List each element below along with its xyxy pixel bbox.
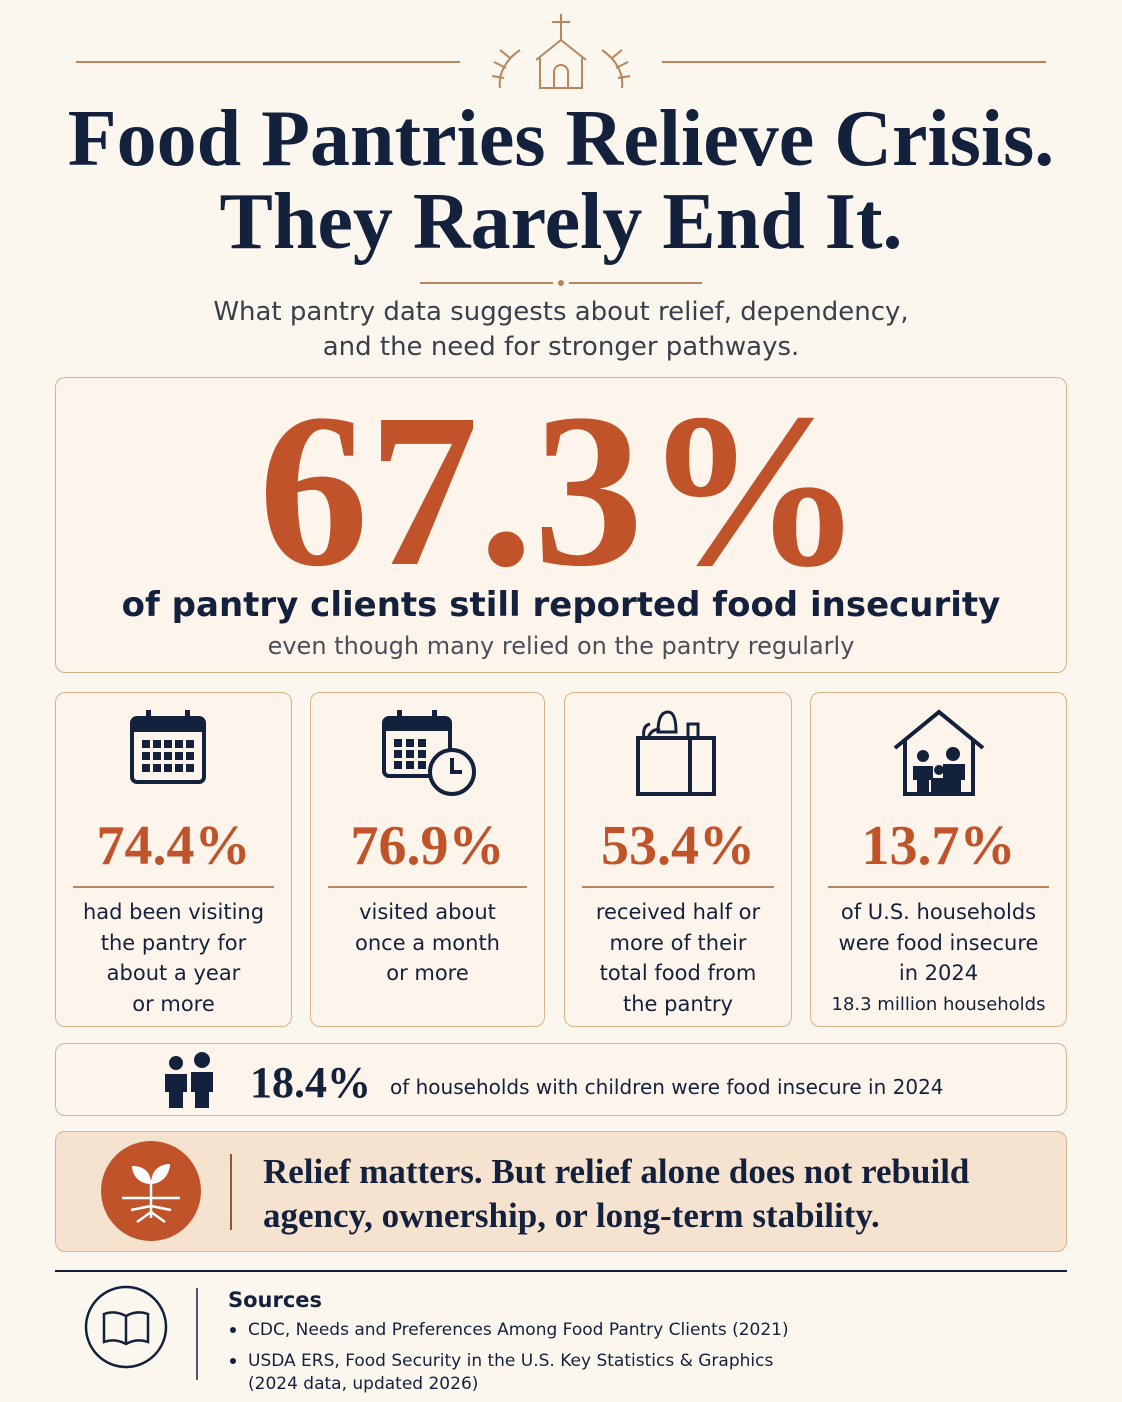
source-text: (2024 data, updated 2026) bbox=[248, 1374, 479, 1394]
card-text: of U.S. households bbox=[840, 900, 1037, 924]
title: Food Pantries Relieve Crisis. bbox=[67, 95, 1055, 183]
subtitle: What pantry data suggests about relief, … bbox=[213, 297, 909, 327]
card-rule bbox=[828, 886, 1049, 888]
stat-card bbox=[55, 692, 292, 1027]
children-icon bbox=[165, 1052, 213, 1108]
hero-headline: of pantry clients still reported food in… bbox=[121, 585, 1001, 625]
children-box bbox=[55, 1043, 1067, 1116]
bullet bbox=[230, 1327, 236, 1333]
card-rule bbox=[328, 886, 527, 888]
card-text: in 2024 bbox=[898, 961, 979, 985]
source-text: USDA ERS, Food Security in the U.S. Key … bbox=[248, 1351, 774, 1371]
card-stat: 13.7% bbox=[861, 815, 1016, 877]
card-stat: 76.9% bbox=[350, 815, 505, 877]
card-note: 18.3 million households bbox=[831, 994, 1046, 1015]
card-text: were food insecure bbox=[838, 930, 1039, 955]
sources-icon bbox=[84, 1285, 198, 1380]
card-text: more of their bbox=[609, 930, 747, 955]
card-icon bbox=[636, 710, 716, 796]
stat-card bbox=[810, 692, 1067, 1027]
card-text: received half or bbox=[595, 900, 761, 924]
title: They Rarely End It. bbox=[219, 178, 903, 266]
header-ornament bbox=[76, 14, 1046, 286]
message-box bbox=[55, 1131, 1067, 1252]
card-rule bbox=[582, 886, 774, 888]
children-stat: 18.4% bbox=[250, 1058, 371, 1107]
card-text: or more bbox=[132, 991, 215, 1016]
children-text: of households with children were food in… bbox=[390, 1075, 944, 1099]
hero-note: even though many relied on the pantry re… bbox=[267, 632, 855, 660]
message-line: agency, ownership, or long-term stabilit… bbox=[263, 1196, 880, 1235]
card-icon bbox=[129, 710, 206, 784]
card-text: or more bbox=[386, 961, 469, 985]
card-icon bbox=[893, 709, 984, 796]
bullet bbox=[230, 1358, 236, 1364]
card-text: the pantry for bbox=[100, 930, 247, 955]
subtitle: and the need for stronger pathways. bbox=[322, 332, 800, 362]
card-text: about a year bbox=[106, 961, 241, 985]
hero-box bbox=[55, 377, 1067, 673]
card-text: had been visiting bbox=[82, 900, 265, 924]
message-icon bbox=[101, 1141, 232, 1241]
card-text: once a month bbox=[354, 930, 500, 955]
card-stat: 53.4% bbox=[601, 815, 755, 877]
card-rule bbox=[73, 886, 274, 888]
card-text: visited about bbox=[359, 900, 496, 924]
card-icon bbox=[381, 710, 476, 796]
footer-rule bbox=[55, 1270, 1067, 1272]
hero-stat: 67.3% bbox=[258, 368, 864, 612]
stat-card bbox=[310, 692, 545, 1027]
message-line: Relief matters. But relief alone does no… bbox=[263, 1152, 970, 1191]
card-text: the pantry bbox=[623, 991, 733, 1016]
card-stat: 74.4% bbox=[96, 815, 251, 877]
source-text: CDC, Needs and Preferences Among Food Pa… bbox=[248, 1320, 789, 1340]
card-text: total food from bbox=[599, 961, 757, 985]
sources-title: Sources bbox=[228, 1288, 323, 1312]
